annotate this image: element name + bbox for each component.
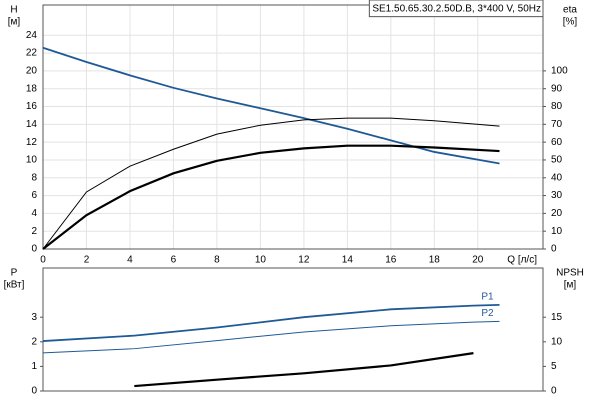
data-line — [42, 144, 500, 250]
plot-frame — [42, 4, 544, 250]
x-tick-label: 8 — [214, 255, 220, 266]
y-axis-label: P — [11, 268, 18, 279]
y-tick-label: 4 — [31, 208, 37, 219]
chart-title: SE1.50.65.30.2.50D.B, 3*400 V, 50Hz — [372, 4, 541, 15]
y2-tick-label: 100 — [551, 66, 568, 77]
x-axis-label: Q [л/с] — [507, 255, 537, 266]
y-tick-label: 6 — [31, 190, 37, 201]
y-tick-label: 2 — [31, 336, 37, 347]
y-tick-label: 3 — [31, 312, 37, 323]
y-axis-label: [м] — [8, 17, 21, 28]
x-tick-label: 14 — [342, 255, 354, 266]
x-tick-label: 16 — [385, 255, 397, 266]
data-line — [42, 117, 500, 250]
y2-axis-label: NPSH — [556, 268, 584, 279]
y-tick-label: 0 — [31, 386, 37, 397]
y-tick-label: 14 — [26, 119, 38, 130]
y2-axis-label: eta — [563, 5, 577, 16]
y-tick-label: 0 — [31, 244, 37, 255]
y2-tick-label: 15 — [551, 312, 563, 323]
data-line — [42, 304, 500, 342]
x-tick-label: 12 — [298, 255, 310, 266]
data-line — [42, 46, 500, 165]
x-tick-label: 0 — [40, 255, 46, 266]
series-label: P2 — [481, 308, 494, 319]
y2-tick-label: 90 — [551, 83, 563, 94]
y2-tick-label: 80 — [551, 101, 563, 112]
y2-tick-label: 50 — [551, 155, 563, 166]
y2-tick-label: 5 — [551, 361, 557, 372]
y-tick-label: 12 — [26, 137, 38, 148]
x-tick-label: 6 — [171, 255, 177, 266]
x-tick-label: 2 — [84, 255, 90, 266]
y2-tick-label: 60 — [551, 137, 563, 148]
y2-axis-label: [%] — [563, 17, 578, 28]
y2-tick-label: 30 — [551, 190, 563, 201]
y-tick-label: 8 — [31, 172, 37, 183]
y-tick-label: 16 — [26, 101, 38, 112]
y2-axis-label: [м] — [564, 280, 577, 291]
x-tick-label: 20 — [472, 255, 484, 266]
y-tick-label: 2 — [31, 226, 37, 237]
y-axis-label: [кВт] — [4, 280, 25, 291]
y-tick-label: 1 — [31, 361, 37, 372]
y2-tick-label: 20 — [551, 208, 563, 219]
y2-tick-label: 0 — [551, 244, 557, 255]
data-line — [134, 352, 474, 388]
x-tick-label: 10 — [255, 255, 267, 266]
y-tick-label: 22 — [26, 48, 38, 59]
x-tick-label: 18 — [429, 255, 441, 266]
data-line — [42, 320, 500, 354]
x-tick-label: 4 — [127, 255, 133, 266]
y-tick-label: 18 — [26, 83, 38, 94]
y2-tick-label: 10 — [551, 226, 563, 237]
y2-tick-label: 0 — [551, 386, 557, 397]
y2-tick-label: 40 — [551, 172, 563, 183]
y-tick-label: 20 — [26, 66, 38, 77]
y-tick-label: 24 — [26, 30, 38, 41]
y2-tick-label: 70 — [551, 119, 563, 130]
y-axis-label: H — [10, 5, 17, 16]
series-label: P1 — [481, 292, 494, 303]
title-box — [368, 0, 544, 18]
y2-tick-label: 10 — [551, 336, 563, 347]
y-tick-label: 10 — [26, 155, 38, 166]
plot-frame — [42, 267, 544, 392]
